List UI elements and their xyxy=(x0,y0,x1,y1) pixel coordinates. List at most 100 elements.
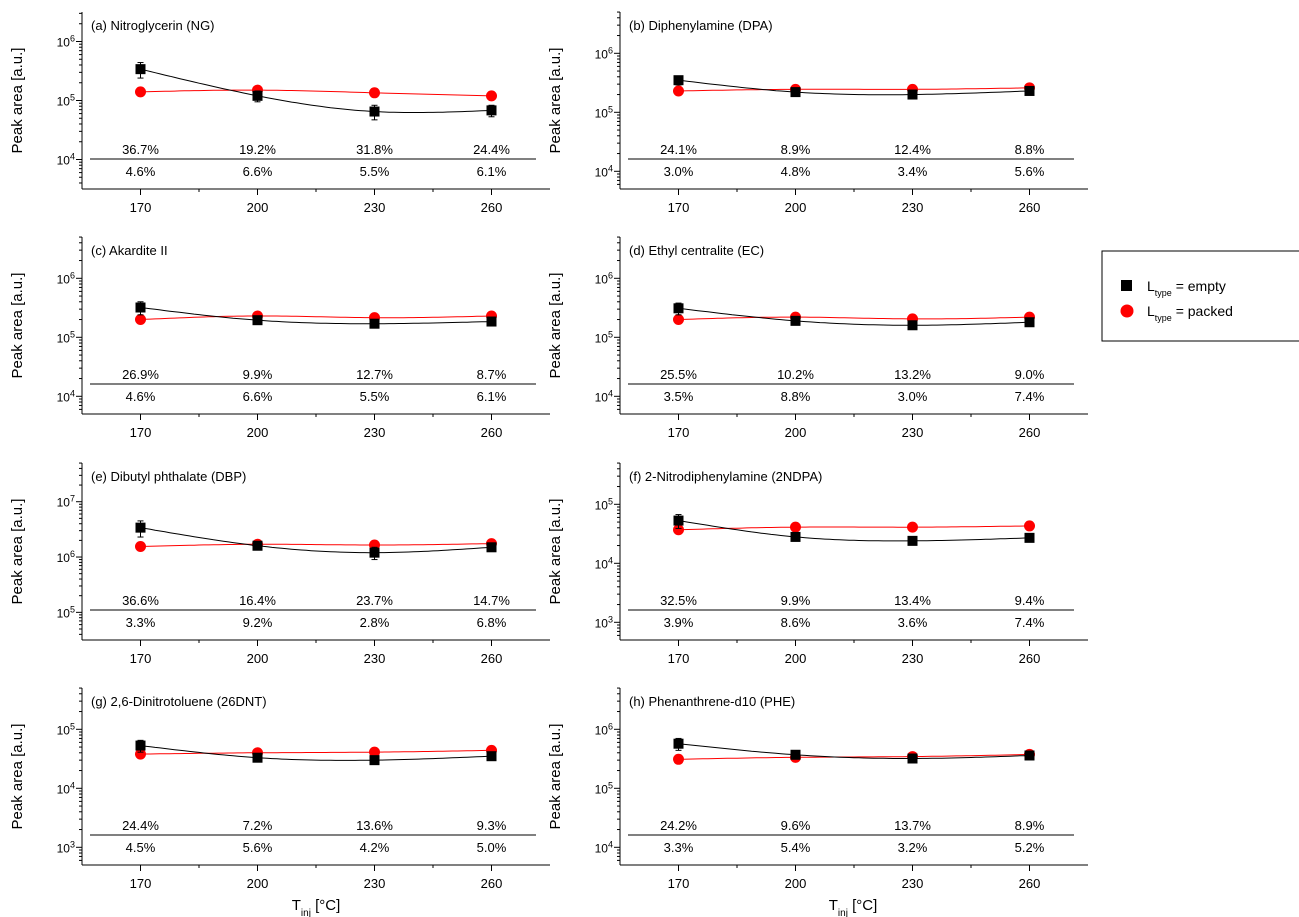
y-tick-label: 104 xyxy=(595,163,613,179)
x-tick-label: 230 xyxy=(902,200,924,215)
point-packed xyxy=(673,753,684,765)
rsd-empty-label: 9.4% xyxy=(1015,593,1045,608)
panel-title: (h) Phenanthrene-d10 (PHE) xyxy=(629,694,795,709)
rsd-empty-label: 10.2% xyxy=(777,367,814,382)
point-empty xyxy=(369,547,380,558)
point-empty xyxy=(252,752,263,763)
point-packed xyxy=(673,524,684,536)
x-tick-label: 170 xyxy=(130,651,152,666)
rsd-packed-label: 5.5% xyxy=(360,389,390,404)
rsd-empty-label: 24.4% xyxy=(473,142,510,157)
legend-box xyxy=(1101,250,1299,342)
rsd-empty-label: 36.7% xyxy=(122,142,159,157)
point-empty xyxy=(673,515,684,526)
y-tick-label: 106 xyxy=(57,549,75,565)
x-tick-label: 230 xyxy=(364,425,386,440)
rsd-packed-label: 6.1% xyxy=(477,389,507,404)
point-empty xyxy=(907,89,918,100)
x-tick-label: 260 xyxy=(481,200,503,215)
rsd-packed-label: 3.0% xyxy=(664,164,694,179)
panel-title: (d) Ethyl centralite (EC) xyxy=(629,243,764,258)
x-tick-label: 200 xyxy=(247,651,269,666)
chart-panel-7: 104 105 106 170 200 230 260 (h) Phenanthrene-d1… xyxy=(595,687,1088,891)
point-empty xyxy=(790,315,801,326)
point-empty xyxy=(135,522,146,533)
rsd-packed-label: 4.6% xyxy=(126,164,156,179)
point-empty xyxy=(486,316,497,327)
y-axis-label: Peak area [a.u.] xyxy=(547,499,564,605)
point-empty xyxy=(673,738,684,749)
rsd-empty-label: 9.0% xyxy=(1015,367,1045,382)
rsd-empty-label: 9.9% xyxy=(243,367,273,382)
rsd-packed-label: 6.6% xyxy=(243,164,273,179)
legend: Ltype = empty Ltype = packed xyxy=(1101,250,1299,342)
legend-label-packed: Ltype = packed xyxy=(1147,303,1233,323)
point-empty xyxy=(907,535,918,546)
rsd-packed-label: 3.2% xyxy=(898,840,928,855)
rsd-packed-label: 4.6% xyxy=(126,389,156,404)
rsd-empty-label: 24.2% xyxy=(660,818,697,833)
point-empty xyxy=(135,302,146,313)
series-line-packed xyxy=(678,753,1030,760)
y-tick-label: 105 xyxy=(57,604,75,620)
rsd-empty-label: 31.8% xyxy=(356,142,393,157)
rsd-empty-label: 13.7% xyxy=(894,818,931,833)
y-tick-label: 106 xyxy=(595,45,613,61)
chart-panel-6: 103 104 105 170 200 230 260 (g) 2,6-Dinitrotolu… xyxy=(57,687,550,891)
y-axis-label: Peak area [a.u.] xyxy=(547,48,564,154)
rsd-packed-label: 4.8% xyxy=(781,164,811,179)
point-empty xyxy=(790,749,801,760)
series-line-empty xyxy=(140,68,492,113)
point-packed xyxy=(907,521,918,533)
x-tick-label: 200 xyxy=(785,876,807,891)
x-axis-label-left: Tinj [°C] xyxy=(292,897,341,917)
point-packed xyxy=(135,748,146,760)
point-empty xyxy=(252,90,263,101)
y-tick-label: 104 xyxy=(57,780,75,796)
point-empty xyxy=(907,320,918,331)
point-empty xyxy=(1024,532,1035,543)
x-tick-label: 230 xyxy=(902,651,924,666)
rsd-packed-label: 5.6% xyxy=(243,840,273,855)
x-tick-label: 260 xyxy=(1019,651,1041,666)
y-tick-label: 105 xyxy=(57,721,75,737)
y-tick-label: 104 xyxy=(57,388,75,404)
panel-title: (f) 2-Nitrodiphenylamine (2NDPA) xyxy=(629,469,822,484)
x-tick-label: 200 xyxy=(785,651,807,666)
y-tick-label: 106 xyxy=(595,270,613,286)
point-empty xyxy=(1024,750,1035,761)
rsd-empty-label: 8.7% xyxy=(477,367,507,382)
point-packed xyxy=(486,90,497,102)
rsd-packed-label: 2.8% xyxy=(360,615,390,630)
y-axis-label: Peak area [a.u.] xyxy=(9,48,26,154)
x-tick-label: 260 xyxy=(481,651,503,666)
x-tick-label: 260 xyxy=(1019,876,1041,891)
y-tick-label: 107 xyxy=(57,494,75,510)
legend-marker-packed xyxy=(1120,304,1134,318)
rsd-packed-label: 5.6% xyxy=(1015,164,1045,179)
chart-panels: 104 105 106 170 200 230 260 (a) Nitroglycerin (… xyxy=(57,11,1088,891)
point-empty xyxy=(369,755,380,766)
panel-title: (g) 2,6-Dinitrotoluene (26DNT) xyxy=(91,694,267,709)
rsd-empty-label: 36.6% xyxy=(122,593,159,608)
chart-panel-4: 105 106 107 170 200 230 260 (e) Dibutyl phthala… xyxy=(57,462,550,666)
series-line-empty xyxy=(140,745,492,761)
rsd-packed-label: 3.5% xyxy=(664,389,694,404)
x-tick-label: 170 xyxy=(130,425,152,440)
rsd-packed-label: 5.0% xyxy=(477,840,507,855)
rsd-empty-label: 8.8% xyxy=(1015,142,1045,157)
rsd-packed-label: 3.9% xyxy=(664,615,694,630)
x-tick-label: 170 xyxy=(668,876,690,891)
point-empty xyxy=(135,64,146,75)
series-line-packed xyxy=(140,315,492,320)
point-packed xyxy=(369,87,380,99)
rsd-packed-label: 6.6% xyxy=(243,389,273,404)
point-empty xyxy=(1024,85,1035,96)
chart-panel-5: 103 104 105 170 200 230 260 (f) 2-Nitrodiphenyl… xyxy=(595,462,1088,666)
rsd-packed-label: 3.6% xyxy=(898,615,928,630)
x-tick-label: 170 xyxy=(668,425,690,440)
chart-panel-1: 104 105 106 170 200 230 260 (b) Diphenylamine (… xyxy=(595,11,1088,215)
rsd-packed-label: 3.3% xyxy=(664,840,694,855)
point-empty xyxy=(486,542,497,553)
rsd-packed-label: 5.2% xyxy=(1015,840,1045,855)
